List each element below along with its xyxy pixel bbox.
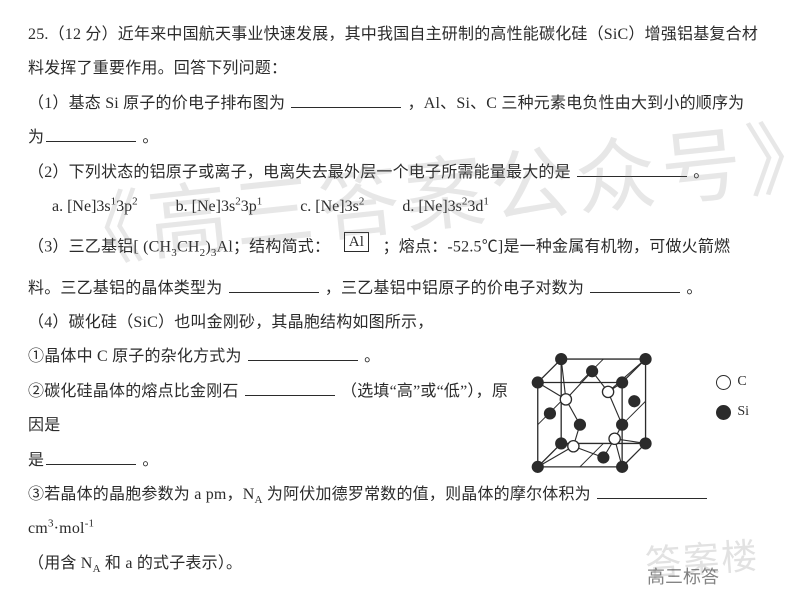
blank-3b xyxy=(590,276,680,293)
blank-1a xyxy=(291,91,401,108)
opt-b: b. [Ne]3s23p1 xyxy=(176,190,263,224)
part2: （2）下列状态的铝原子或离子，电离失去最外层一个电子所需能量最大的是 。 xyxy=(28,156,761,190)
opt-a: a. [Ne]3s13p2 xyxy=(52,190,138,224)
p4-1b: 。 xyxy=(364,348,380,365)
question-headline: 25.（12 分）近年来中国航天事业快速发展，其中我国自主研制的高性能碳化硅（S… xyxy=(28,18,761,87)
diagram-legend: C Si xyxy=(716,370,749,430)
part3: （3）三乙基铝[ (CH3CH2)3Al；结构简式： Al ；熔点：-52.5℃… xyxy=(28,224,761,306)
p4-4a: （用含 N xyxy=(28,555,93,572)
p3-f: ，三乙基铝中铝原子的价电子对数为 xyxy=(325,280,584,297)
p3-a: （3）三乙基铝[ (CH xyxy=(28,238,171,255)
p4-2c: 。 xyxy=(142,452,158,469)
p2-a: （2）下列状态的铝原子或离子，电离失去最外层一个电子所需能量最大的是 xyxy=(28,164,571,181)
part4-lead: （4）碳化硅（SiC）也叫金刚砂，其晶胞结构如图所示， xyxy=(28,306,761,340)
p2-b: 。 xyxy=(693,164,709,181)
p4-2a: ②碳化硅晶体的熔点比金刚石 xyxy=(28,383,239,400)
part4-4: （用含 NA 和 a 的式子表示）。 xyxy=(28,547,761,581)
blank-4-2b xyxy=(46,448,136,465)
legend-open-circle-icon xyxy=(716,375,731,390)
p4-3c: cm xyxy=(28,520,48,537)
legend-si-label: Si xyxy=(737,400,749,424)
opt-c: c. [Ne]3s2 xyxy=(300,190,364,224)
opt-d: d. [Ne]3s23d1 xyxy=(402,190,489,224)
p4-3a: ③若晶体的晶胞参数为 a pm，N xyxy=(28,486,255,503)
sic-unit-cell-diagram xyxy=(519,345,669,495)
legend-solid-circle-icon xyxy=(716,405,731,420)
p1-a: （1）基态 Si 原子的价电子排布图为 xyxy=(28,95,285,112)
tea-al-label: Al xyxy=(344,232,369,252)
blank-1b xyxy=(46,125,136,142)
p3-g: 。 xyxy=(686,280,702,297)
blank-4-2a xyxy=(245,379,335,396)
tea-structural-icon: Al xyxy=(334,224,378,272)
legend-row-si: Si xyxy=(716,400,749,424)
p1-b: ，Al、Si、C 三种元素电负性由大到小的顺序为 xyxy=(408,95,745,112)
blank-3a xyxy=(229,276,319,293)
legend-row-c: C xyxy=(716,370,749,394)
p4-1a: ①晶体中 C 原子的杂化方式为 xyxy=(28,348,242,365)
blank-4-1 xyxy=(248,344,358,361)
options-row: a. [Ne]3s13p2 b. [Ne]3s23p1 c. [Ne]3s2 d… xyxy=(28,190,761,224)
legend-c-label: C xyxy=(737,370,746,394)
part1: （1）基态 Si 原子的价电子排布图为 ，Al、Si、C 三种元素电负性由大到小… xyxy=(28,87,761,156)
p1-c: 。 xyxy=(142,129,158,146)
blank-2 xyxy=(577,160,687,177)
